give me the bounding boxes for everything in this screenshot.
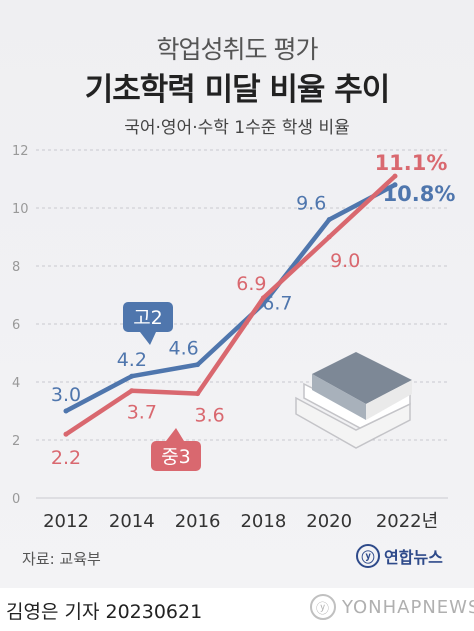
legend-label: 고2	[133, 307, 163, 329]
y-tick-label: 8	[12, 260, 20, 275]
book-icon-cover	[312, 352, 412, 404]
x-tick-label: 2018	[240, 511, 286, 532]
data-point	[195, 391, 201, 397]
x-tick-label: 2012	[43, 511, 89, 532]
data-label: 9.0	[330, 250, 360, 272]
y-tick-label: 12	[12, 144, 29, 159]
data-point	[392, 173, 398, 179]
y-tick-label: 0	[12, 492, 20, 507]
data-label: 4.2	[117, 349, 147, 371]
y-tick-label: 6	[12, 318, 20, 333]
data-label: 3.7	[127, 402, 157, 424]
watermark: ⓨ YONHAPNEWS	[310, 594, 474, 620]
data-label: 6.7	[262, 293, 292, 315]
series-line-고2	[63, 182, 398, 414]
yonhap-logo: ⓨ 연합뉴스	[356, 544, 443, 568]
x-tick-label: 2020	[306, 511, 352, 532]
legend-label: 중3	[161, 446, 191, 468]
source-note: 자료: 교육부	[22, 550, 101, 568]
data-point	[326, 234, 332, 240]
data-label: 9.6	[296, 193, 326, 215]
series-line-중3	[63, 173, 398, 437]
book-icon-lower	[295, 396, 411, 449]
data-point	[326, 217, 332, 223]
yonhap-logo-icon: ⓨ	[356, 544, 380, 568]
data-label: 3.0	[51, 384, 81, 406]
data-point	[63, 408, 69, 414]
data-point	[260, 295, 266, 301]
yonhap-logo-text: 연합뉴스	[384, 548, 443, 567]
data-label: 4.6	[168, 338, 198, 360]
legend-box-중3	[151, 441, 201, 471]
chart-card	[0, 0, 474, 588]
book-icon-edge	[366, 380, 412, 420]
x-tick-label: 2016	[175, 511, 221, 532]
x-tick-label: 2014	[109, 511, 155, 532]
x-tick-label: 2022년	[376, 511, 438, 532]
byline: 김영은 기자 20230621	[6, 601, 203, 623]
data-point	[392, 182, 398, 188]
legend-pointer-고2	[140, 332, 156, 345]
y-tick-label: 4	[12, 376, 20, 391]
data-label: 11.1%	[375, 151, 448, 175]
y-tick-label: 10	[12, 202, 29, 217]
data-label: 10.8%	[383, 182, 456, 206]
y-tick-label: 2	[12, 434, 20, 449]
legend-box-고2	[123, 302, 173, 332]
watermark-text: YONHAPNEWS	[342, 596, 474, 618]
watermark-icon: ⓨ	[310, 594, 336, 620]
legend-pointer-중3	[166, 428, 184, 441]
data-label: 6.9	[236, 273, 266, 295]
data-label: 2.2	[51, 447, 81, 469]
chart-caption: 국어·영어·수학 1수준 학생 비율	[124, 118, 350, 138]
chart-subtitle: 학업성취도 평가	[156, 35, 319, 64]
chart-title: 기초학력 미달 비율 추이	[84, 72, 391, 108]
data-point	[195, 362, 201, 368]
data-point	[63, 431, 69, 437]
data-point	[129, 373, 135, 379]
data-point	[129, 388, 135, 394]
line-chart: 0 2 4 6 8 10 12 2012 2014 2016 2018 2020 2022년 3.0 4.2…	[12, 144, 456, 532]
book-icon-spine	[312, 374, 366, 420]
data-label: 3.6	[194, 405, 224, 427]
